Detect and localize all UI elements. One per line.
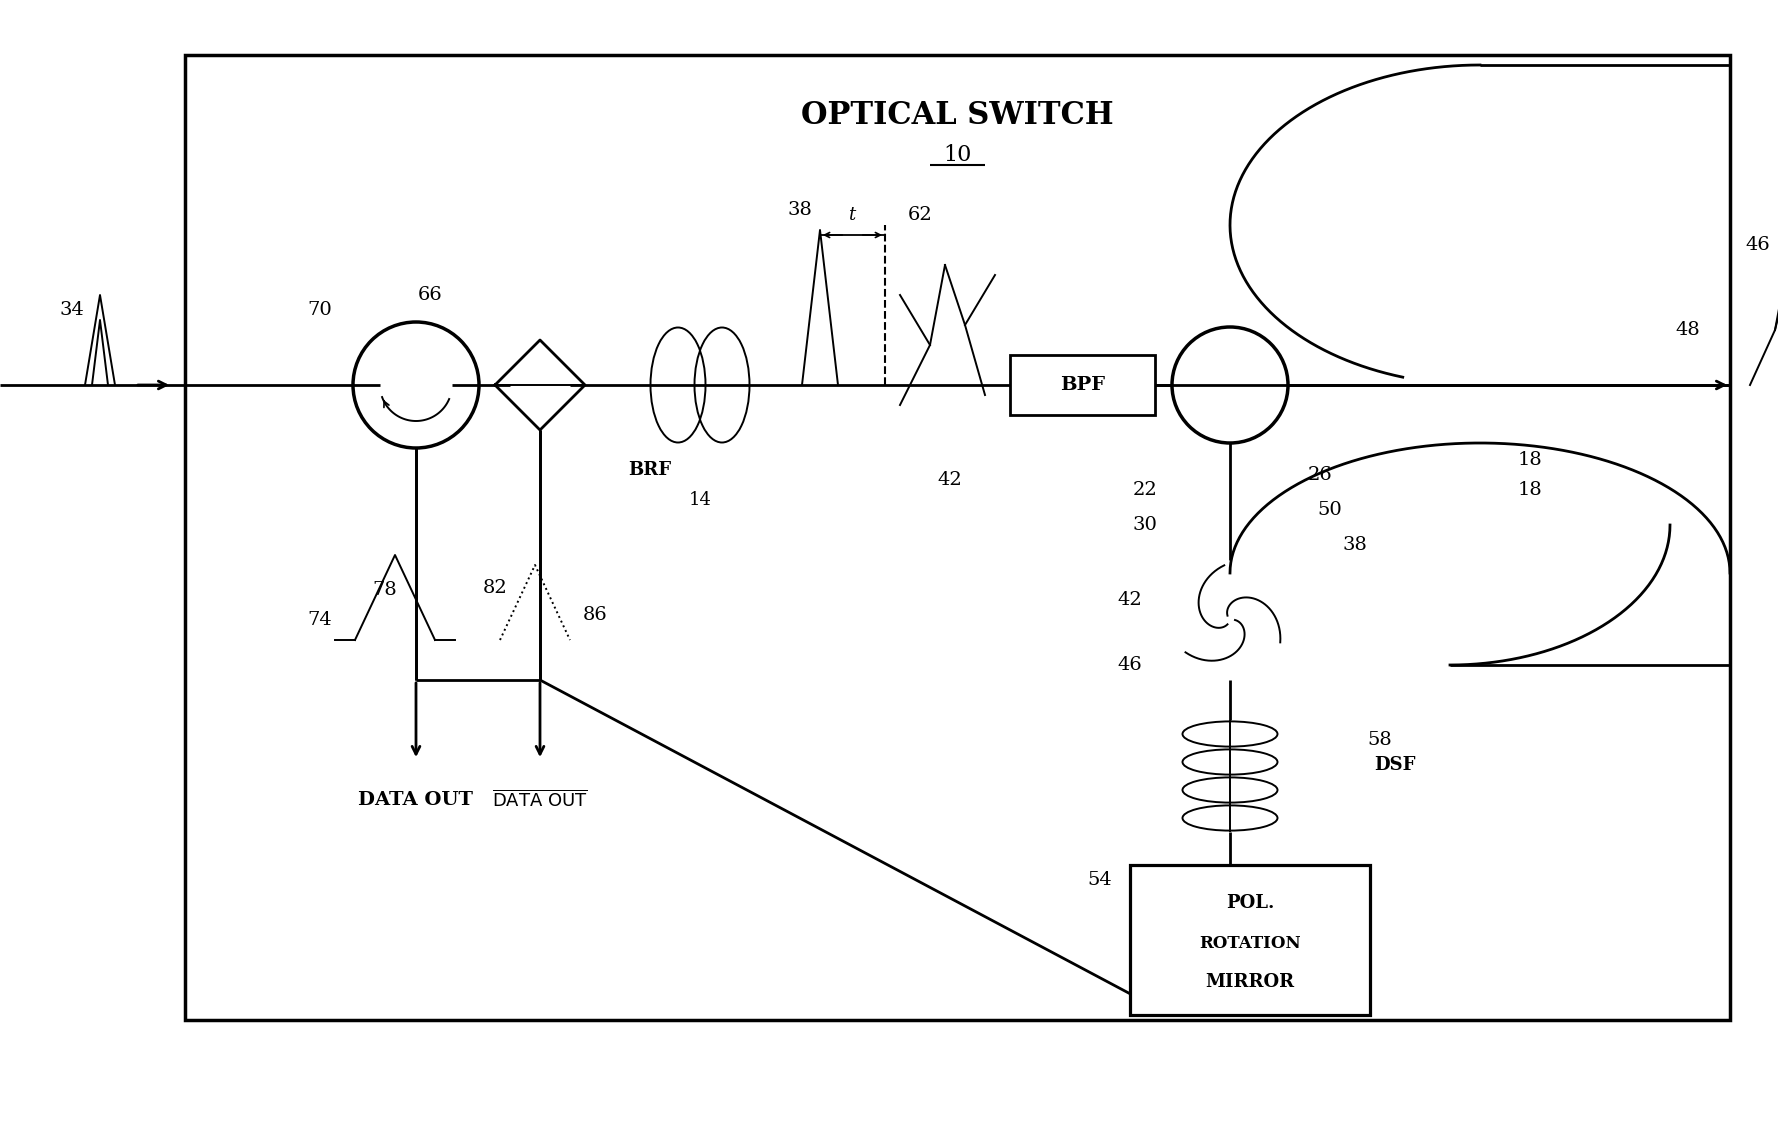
Text: 42: 42: [1118, 591, 1143, 609]
Text: BPF: BPF: [1060, 376, 1104, 394]
Text: 14: 14: [688, 492, 711, 508]
Text: 48: 48: [1675, 321, 1700, 339]
Text: 82: 82: [482, 579, 507, 597]
Text: 46: 46: [1746, 236, 1771, 254]
Text: 74: 74: [308, 611, 332, 629]
Text: 58: 58: [1367, 731, 1392, 749]
Text: 22: 22: [1133, 481, 1157, 499]
Text: 38: 38: [788, 201, 813, 219]
Text: DATA OUT: DATA OUT: [359, 791, 473, 809]
Text: 66: 66: [418, 286, 443, 304]
Text: 34: 34: [59, 301, 84, 319]
Text: 70: 70: [308, 301, 332, 319]
Text: BRF: BRF: [628, 461, 672, 479]
Text: 50: 50: [1317, 501, 1342, 519]
Text: 42: 42: [937, 471, 962, 489]
Text: DSF: DSF: [1374, 756, 1415, 774]
Text: 46: 46: [1118, 657, 1143, 673]
Text: 62: 62: [907, 206, 932, 224]
Text: 18: 18: [1518, 451, 1542, 469]
Bar: [1010, 355, 1156, 415]
Text: OPTICAL SWITCH: OPTICAL SWITCH: [800, 99, 1113, 130]
Text: POL.: POL.: [1225, 894, 1275, 912]
Text: 30: 30: [1133, 516, 1157, 534]
Text: 86: 86: [583, 606, 608, 624]
Text: $\overline{\mathrm{DATA\ OUT}}$: $\overline{\mathrm{DATA\ OUT}}$: [493, 790, 589, 810]
Text: MIRROR: MIRROR: [1205, 973, 1294, 991]
Bar: [185, 55, 1730, 1020]
Text: 26: 26: [1307, 466, 1332, 484]
Bar: [1131, 864, 1371, 1015]
Text: 54: 54: [1088, 871, 1113, 889]
Text: 38: 38: [1342, 536, 1367, 554]
Text: 10: 10: [942, 144, 971, 166]
Text: t: t: [848, 206, 855, 224]
Text: ROTATION: ROTATION: [1198, 935, 1301, 951]
Text: 18: 18: [1518, 481, 1542, 499]
Text: 78: 78: [373, 581, 396, 599]
